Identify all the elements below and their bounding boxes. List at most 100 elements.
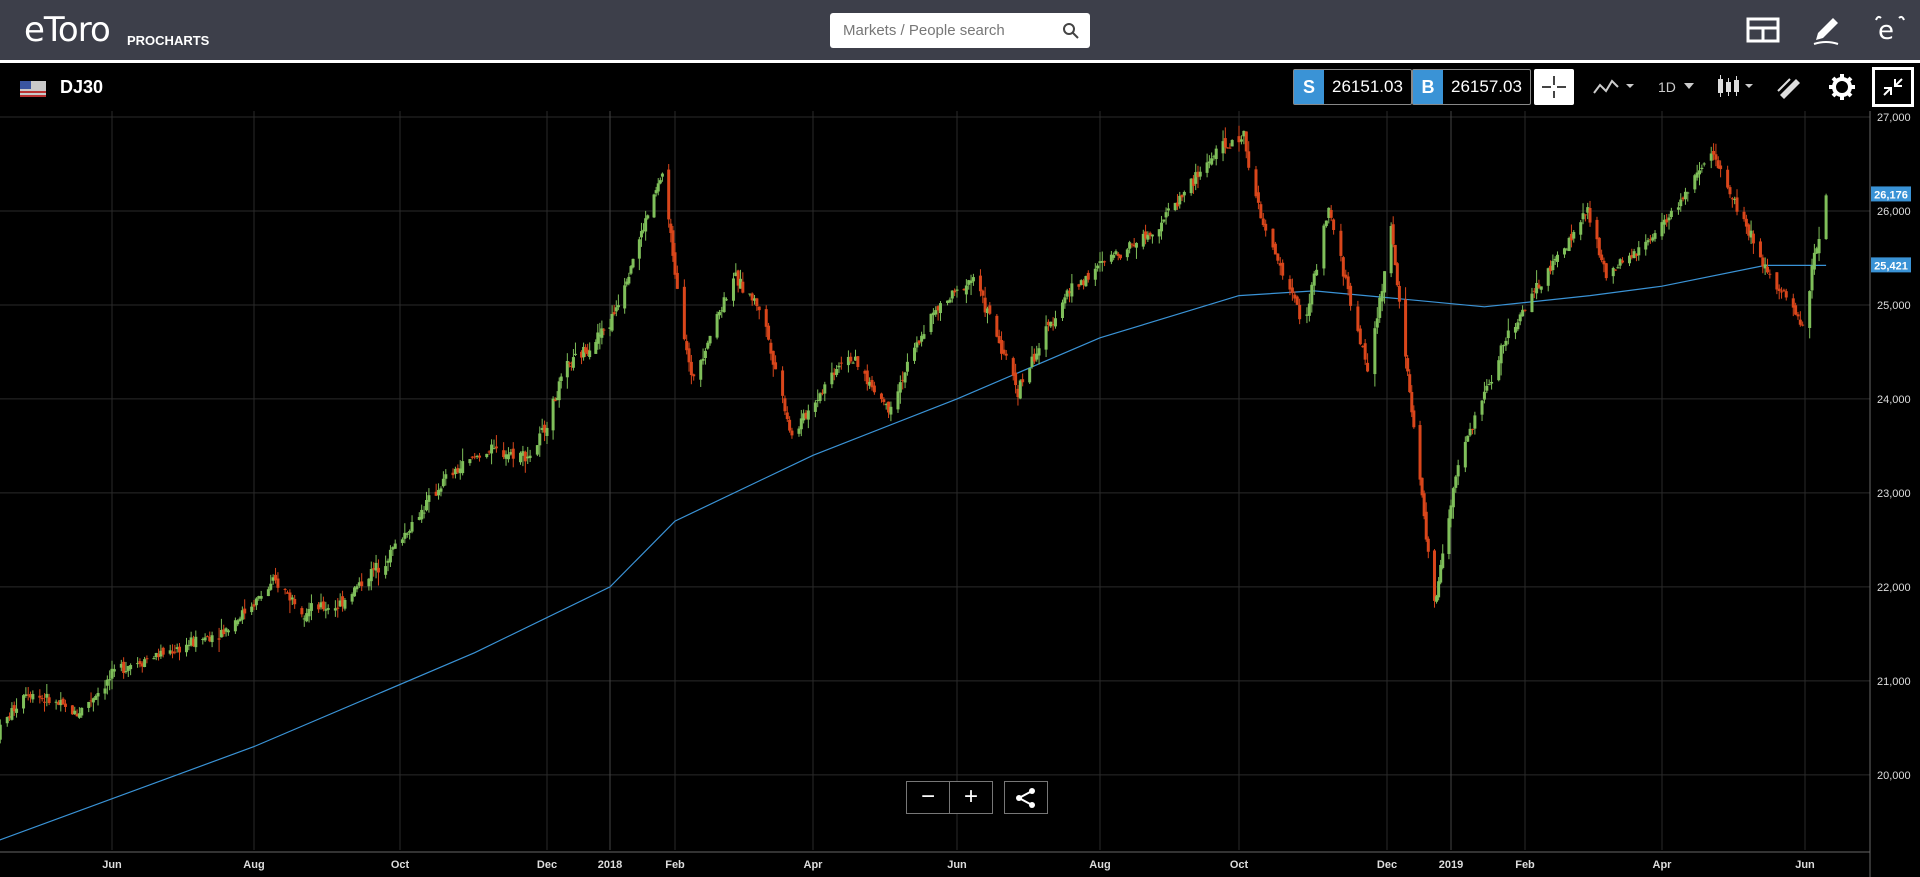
candle-body [997,336,1001,344]
candle-body [1665,219,1669,223]
candle-body [1256,192,1260,203]
instrument-symbol[interactable]: DJ30 [60,77,104,97]
candle-body [274,574,278,581]
etoro-account-icon[interactable]: e [1872,12,1908,48]
candle-body [567,362,571,364]
candle-body [224,628,228,632]
candle-body [1237,136,1241,143]
candle-body [667,169,671,220]
crosshair-button[interactable] [1534,69,1574,105]
candle-body [1730,198,1734,200]
candle-body [545,427,549,436]
candle-body [922,334,926,339]
candle-body [40,698,44,700]
chart-type-dropdown[interactable] [1710,69,1755,105]
candle-body [1322,225,1326,269]
candle-body [658,180,662,184]
candle-body [184,644,188,653]
candle-body [1780,291,1784,293]
x-tick-label: Jun [102,859,122,871]
search-icon[interactable] [1062,22,1080,40]
candle-body [338,600,342,607]
layout-icon[interactable] [1745,12,1781,48]
candle-body [408,531,412,533]
candle-body [528,455,532,459]
chart-canvas[interactable]: 27,000 26,000 25,000 24,000 23,000 22,000 21,0… [0,111,1920,877]
candle-body [804,412,808,419]
candle-body [1463,441,1467,468]
candle-body [1653,233,1657,239]
candle-body [293,598,297,605]
candle-body [785,412,789,420]
candle-body [1004,353,1008,356]
sell-price-button[interactable]: S 26151.03 [1293,69,1412,105]
zoom-in-button[interactable]: + [949,781,993,814]
indicators-dropdown[interactable] [1590,69,1635,105]
candle-body [1341,257,1345,277]
candle-body [1021,379,1025,383]
fullscreen-toggle-button[interactable] [1872,67,1914,107]
candle-body [580,351,584,358]
x-tick-label: Dec [1377,859,1397,871]
buy-price-button[interactable]: B 26157.03 [1412,69,1531,105]
candle-body [222,629,226,635]
candle-body [1196,171,1200,178]
zoom-out-button[interactable]: − [906,781,950,814]
candle-body [1726,169,1730,188]
candle-body [1735,197,1739,212]
candle-body [639,231,643,238]
candle-body [403,532,407,539]
ruler-icon [1777,78,1800,99]
candle-body [360,581,364,587]
candle-body [1150,234,1154,237]
price-axis: 27,000 26,000 25,000 24,000 23,000 22,000 21,0… [1869,111,1911,877]
etoro-logo[interactable]: eToro [24,10,111,50]
candle-body [288,592,292,601]
interval-dropdown[interactable]: 1D [1650,69,1695,105]
candle-body [1621,260,1625,263]
candle-body [1281,262,1285,276]
drawing-tools-button[interactable] [1770,69,1810,105]
candle-body [790,430,794,436]
candle-body [757,306,761,311]
chart-toolbar: DJ30 S 26151.03 B 26157.03 1D [0,63,1920,111]
pencil-icon[interactable] [1808,12,1844,48]
share-button[interactable] [1004,781,1048,814]
candle-body [1178,195,1182,205]
candle-body [731,278,735,301]
candle-body [307,608,311,617]
candle-body [458,468,462,474]
candle-body [623,285,627,309]
candle-body [425,500,429,511]
candle-body [813,402,817,412]
candle-body [1293,294,1297,299]
candle-body [420,509,424,520]
candle-body [521,451,525,456]
candle-body [931,312,935,316]
candle-body [1051,324,1055,326]
sell-price: 26151.03 [1332,77,1403,96]
candle-body [682,286,686,340]
candle-body [89,700,93,702]
candle-body [243,608,247,614]
price-chart[interactable]: 27,000 26,000 25,000 24,000 23,000 22,000 21,0… [0,111,1920,877]
candle-body [1068,291,1072,294]
candle-body [1180,194,1184,198]
candle-body [1768,273,1772,275]
candle-body [1132,244,1136,247]
candle-body [31,694,35,700]
candle-body [598,334,602,337]
candle-body [551,398,555,431]
candle-body [783,398,787,412]
search-box[interactable] [830,13,1090,48]
candle-body [1228,147,1232,149]
candle-body [788,419,792,431]
candle-body [171,651,175,654]
candle-body [343,600,347,609]
candle-body [774,362,778,370]
candle-body [1439,564,1443,583]
settings-button[interactable] [1822,69,1862,105]
candle-body [1637,247,1641,256]
candle-body [208,637,212,642]
search-input[interactable] [830,13,1050,48]
